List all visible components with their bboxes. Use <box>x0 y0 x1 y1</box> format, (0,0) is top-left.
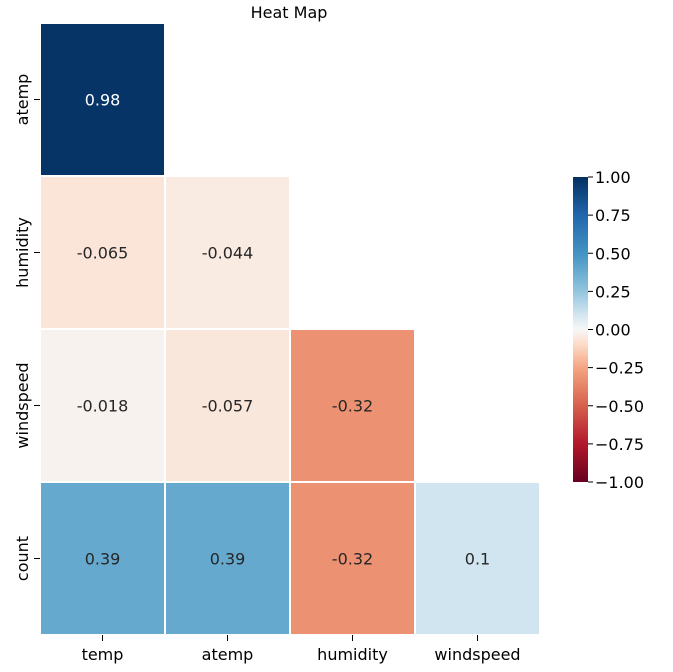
y-axis: atemp humidity windspeed count <box>13 74 40 581</box>
x-tick-label: humidity <box>317 645 388 664</box>
cell-value-label: -0.018 <box>77 397 129 416</box>
cell-value-label: 0.98 <box>85 91 121 110</box>
colorbar-tick-label: −0.25 <box>595 359 644 378</box>
cell-value-label: -0.057 <box>202 397 254 416</box>
cell-value-label: -0.044 <box>202 244 254 263</box>
heatmap-cell <box>414 481 541 636</box>
cell-value-label: 0.1 <box>465 550 490 569</box>
heatmap-cell <box>39 328 166 483</box>
colorbar-tick-label: −0.50 <box>595 397 644 416</box>
y-tick-label: humidity <box>13 217 32 288</box>
colorbar-tick-label: 0.75 <box>595 206 631 225</box>
x-tick-label: windspeed <box>434 645 520 664</box>
heatmap-cell <box>164 175 291 330</box>
cell-value-label: -0.32 <box>332 550 373 569</box>
cell-value-label: 0.39 <box>85 550 121 569</box>
heatmap-cell <box>289 328 416 483</box>
x-axis: temp atemp humidity windspeed <box>82 635 521 664</box>
colorbar-tick-label: −1.00 <box>595 473 644 492</box>
x-tick-label: temp <box>82 645 124 664</box>
colorbar-tick-label: 0.00 <box>595 321 631 340</box>
colorbar-tick-label: 0.50 <box>595 244 631 263</box>
heatmap-cell <box>39 175 166 330</box>
heatmap-cells: 0.98 -0.065 -0.044 -0.018 -0.057 -0.32 0.39 0.3… <box>39 22 541 636</box>
colorbar-tick-label: −0.75 <box>595 435 644 454</box>
colorbar-gradient <box>573 177 588 482</box>
cell-value-label: 0.39 <box>210 550 246 569</box>
y-tick-label: atemp <box>13 74 32 126</box>
y-tick-label: count <box>13 536 32 581</box>
colorbar-tick-label: 1.00 <box>595 168 631 187</box>
heatmap-cell <box>39 22 166 177</box>
cell-value-label: -0.065 <box>77 244 129 263</box>
cell-value-label: -0.32 <box>332 397 373 416</box>
colorbar: 1.00 0.75 0.50 0.25 0.00 −0.25 −0.50 −0.75 −1.00 <box>573 168 644 492</box>
colorbar-tick-label: 0.25 <box>595 282 631 301</box>
heatmap-cell <box>164 481 291 636</box>
x-tick-label: atemp <box>202 645 254 664</box>
chart-title: Heat Map <box>251 3 328 22</box>
y-tick-label: windspeed <box>13 362 32 448</box>
